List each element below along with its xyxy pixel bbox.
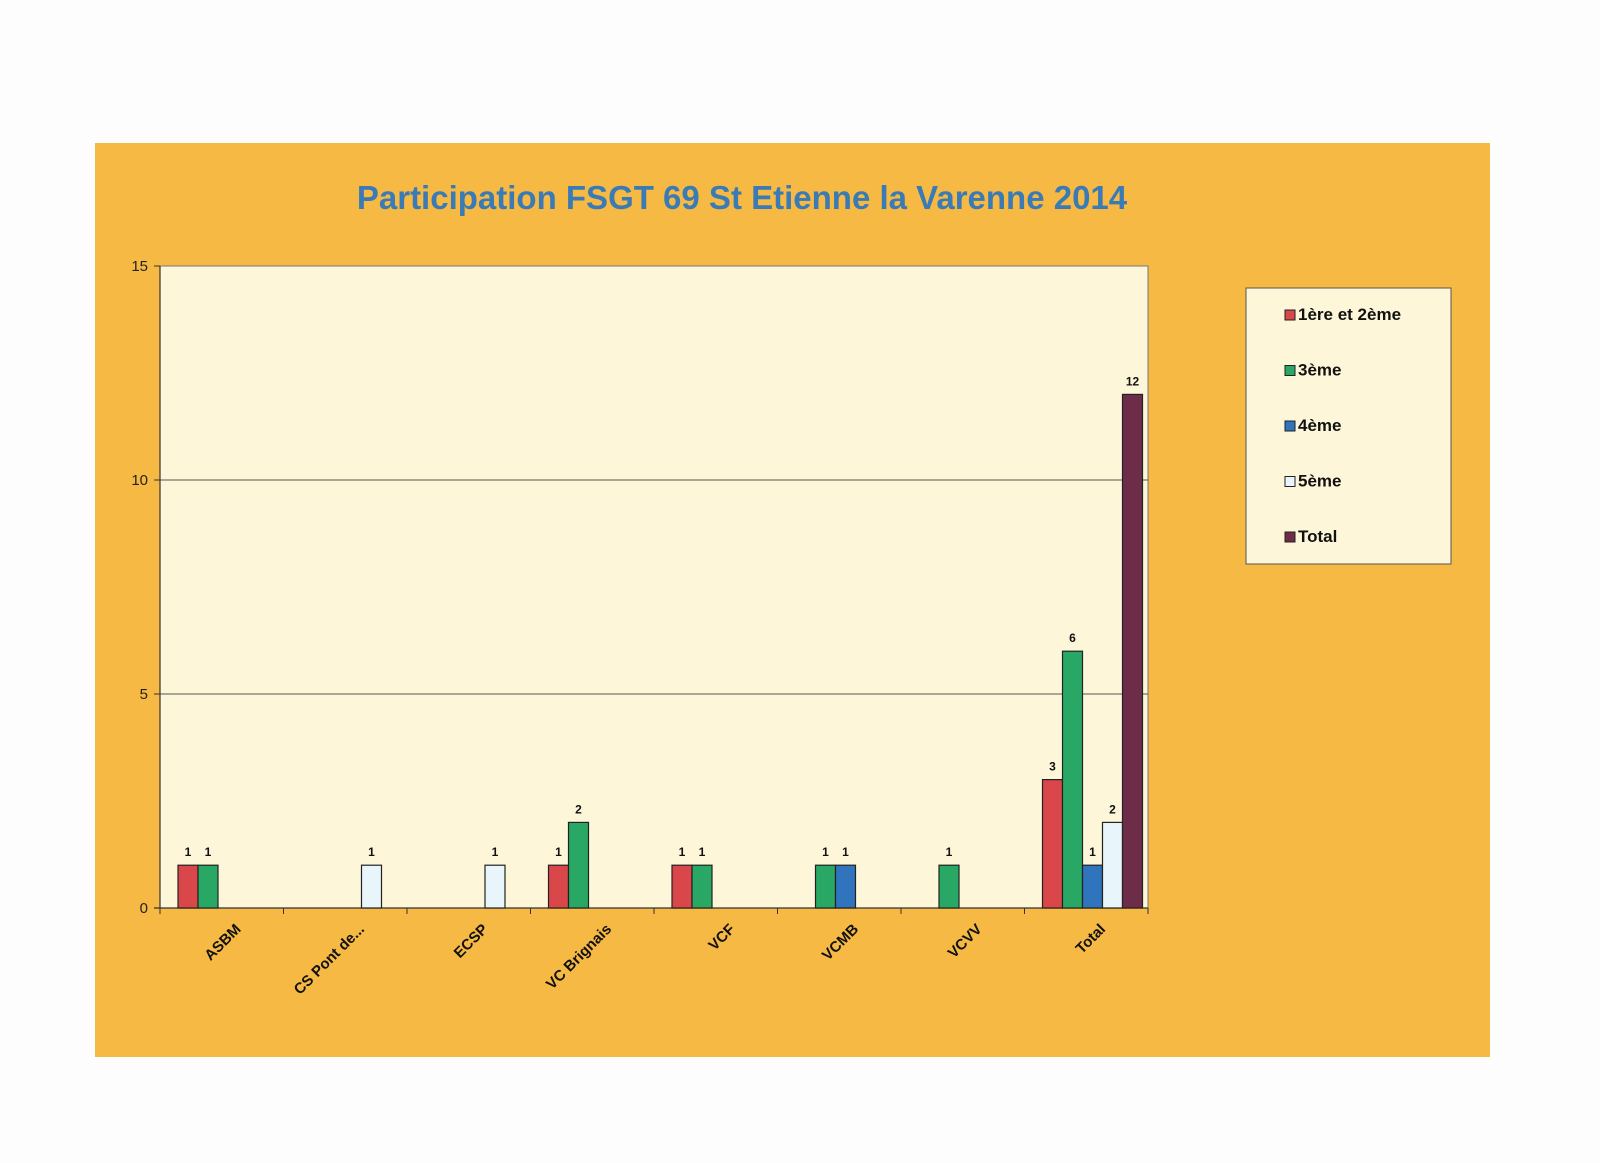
legend-swatch <box>1284 309 1296 321</box>
y-tick-label: 5 <box>140 686 148 703</box>
bar-3-me-vcf <box>691 864 713 909</box>
y-tick-label: 15 <box>131 258 148 275</box>
legend: 1ère et 2ème 3ème 4ème 5ème Total <box>1245 287 1452 565</box>
legend-swatch <box>1284 365 1296 376</box>
data-label: 1 <box>699 845 706 859</box>
data-label: 1 <box>842 845 849 859</box>
data-label: 1 <box>555 845 562 859</box>
y-axis-ticks: 0 5 10 15 <box>131 258 148 917</box>
bar-3-me-vcvv <box>938 864 960 909</box>
data-label: 1 <box>679 845 686 859</box>
bars <box>177 393 1144 909</box>
bar-5-me-cs-pont-de- <box>360 864 383 909</box>
data-label: 2 <box>1109 802 1116 816</box>
legend-swatch <box>1284 420 1296 432</box>
bar-1-re-et-2-me-asbm <box>177 864 199 909</box>
legend-swatch <box>1284 476 1296 487</box>
data-label: 1 <box>1089 845 1096 859</box>
data-label: 1 <box>492 845 499 859</box>
plot-area <box>159 265 1149 909</box>
bar-4-me-vcmb <box>834 864 857 909</box>
bar-3-me-vc-brignais <box>567 821 590 909</box>
bar-5-me-ecsp <box>484 864 506 909</box>
data-label: 12 <box>1126 374 1140 388</box>
legend-label: Total <box>1298 527 1337 546</box>
bar-1-re-et-2-me-total <box>1041 778 1064 909</box>
legend-label: 5ème <box>1298 472 1341 491</box>
bar-3-me-vcmb <box>814 864 837 909</box>
bar-4-me-total <box>1081 864 1104 909</box>
y-tick-label: 10 <box>131 472 148 489</box>
data-label: 1 <box>946 845 953 859</box>
legend-label: 1ère et 2ème <box>1298 305 1401 324</box>
legend-swatch <box>1284 531 1296 543</box>
data-label: 2 <box>575 802 582 816</box>
data-label: 6 <box>1069 631 1076 645</box>
chart-title: Participation FSGT 69 St Etienne la Vare… <box>357 179 1128 216</box>
data-label: 1 <box>205 845 212 859</box>
bar-total-total <box>1121 393 1144 909</box>
bar-3-me-total <box>1061 650 1084 909</box>
legend-box <box>1245 287 1452 565</box>
data-label: 3 <box>1049 760 1056 774</box>
data-label: 1 <box>822 845 829 859</box>
bar-5-me-total <box>1101 821 1124 909</box>
gridlines <box>160 479 1148 695</box>
bar-3-me-asbm <box>197 864 219 909</box>
axes <box>154 265 1149 914</box>
data-label: 1 <box>185 845 192 859</box>
bar-1-re-et-2-me-vcf <box>671 864 693 909</box>
legend-label: 3ème <box>1298 361 1341 380</box>
legend-items: 1ère et 2ème 3ème 4ème 5ème Total <box>1284 305 1401 546</box>
data-label: 1 <box>368 845 375 859</box>
y-tick-label: 0 <box>140 900 148 917</box>
legend-label: 4ème <box>1298 416 1341 435</box>
bar-1-re-et-2-me-vc-brignais <box>547 864 570 909</box>
